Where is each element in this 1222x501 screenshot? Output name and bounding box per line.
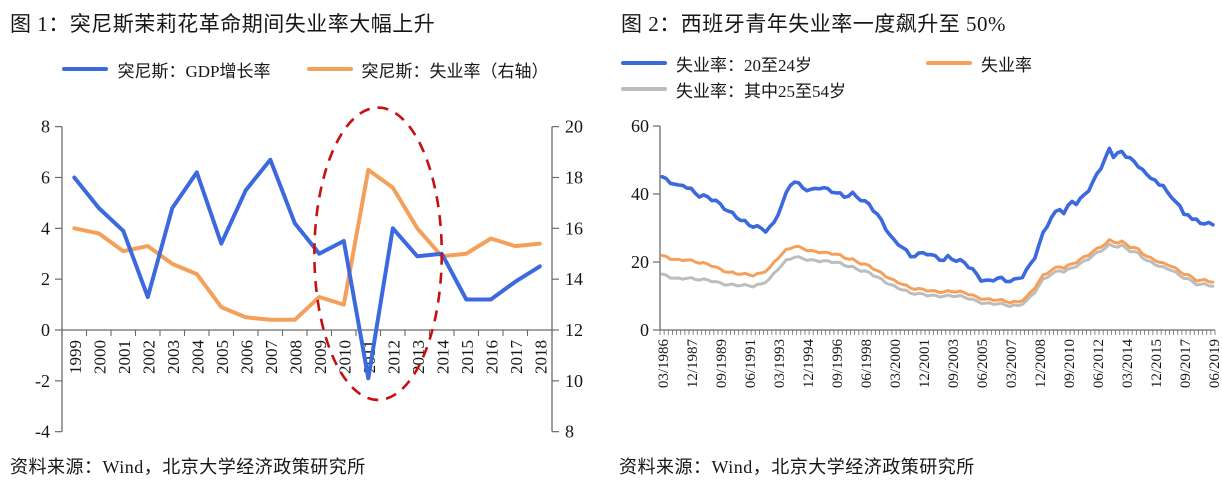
x-axis-tick-label: 03/2000 (888, 339, 904, 388)
x-axis-tick-label: 12/1994 (801, 339, 817, 389)
figure-2-legend-row-1: 失业率：20至24岁 失业率 (611, 50, 1222, 76)
figure-1-source: 资料来源：Wind，北京大学经济政策研究所 (10, 457, 366, 477)
x-axis-tick-label: 2017 (507, 340, 526, 375)
legend-item: 失业率：其中25至54岁 (621, 76, 846, 102)
legend-label: 失业率：其中25至54岁 (676, 81, 846, 101)
x-axis-tick-label: 06/1991 (743, 339, 759, 388)
x-axis-tick-label: 12/2015 (1149, 339, 1165, 388)
x-axis-tick-label: 2006 (237, 340, 256, 374)
legend-item: 突尼斯：失业率（右轴） (306, 56, 549, 82)
x-axis-tick-label: 12/2001 (917, 339, 933, 388)
left-axis-tick-label: -2 (35, 371, 50, 391)
figure-2-legend: 失业率：20至24岁 失业率 失业率：其中25至54岁 (611, 50, 1222, 102)
x-axis-tick-label: 2004 (188, 340, 207, 375)
x-axis-tick-label: 09/2003 (946, 339, 962, 388)
right-axis-tick-label: 16 (565, 218, 583, 238)
legend-line-swatch-icon (306, 67, 353, 71)
x-axis-tick-label: 2010 (335, 340, 354, 374)
legend-item: 失业率：20至24岁 (621, 50, 926, 76)
x-axis-tick-label: 09/2010 (1062, 339, 1078, 388)
x-axis-tick-label: 2016 (482, 340, 501, 374)
left-axis-tick-label: 4 (41, 218, 50, 238)
legend-label: 失业率：20至24岁 (676, 55, 812, 75)
x-axis-tick-label: 2002 (139, 340, 158, 374)
legend-label: 失业率 (981, 55, 1032, 75)
left-axis-tick-label: 6 (41, 167, 50, 187)
x-axis-tick-label: 1999 (66, 340, 85, 374)
right-axis-tick-label: 10 (565, 371, 583, 391)
x-axis-tick-label: 2003 (164, 340, 183, 374)
x-axis-tick-label: 2014 (433, 340, 452, 375)
x-axis-tick-label: 2018 (531, 340, 550, 374)
left-axis-tick-label: 0 (41, 320, 50, 340)
figure-1-legend: 突尼斯：GDP增长率 突尼斯：失业率（右轴） (0, 56, 611, 82)
series-line (660, 146, 1215, 284)
figure-2-panel: 图 2：西班牙青年失业率一度飙升至 50% 失业率：20至24岁 失业率 失业率：… (611, 0, 1222, 501)
x-axis-tick-label: 06/1998 (859, 339, 875, 388)
figure-2-chart: 60 40 20 0 03/1986 12/1987 09/1989 06/1991 03/19… (631, 116, 1222, 389)
x-axis-tick-label: 2013 (409, 340, 428, 374)
y-axis-tick-label: 0 (640, 320, 649, 340)
x-axis-tick-label: 2000 (90, 340, 109, 374)
x-axis-tick-label: 03/1986 (656, 339, 672, 389)
series-line (72, 157, 542, 381)
x-axis-tick-label: 03/1993 (772, 339, 788, 388)
x-axis-tick-label: 2001 (115, 340, 134, 374)
x-axis-tick-label: 09/2017 (1178, 339, 1194, 389)
y-axis-tick-label: 20 (631, 252, 649, 272)
x-axis-tick-label: 06/2012 (1091, 339, 1107, 388)
figure-1-title: 图 1：突尼斯茉莉花革命期间失业率大幅上升 (10, 12, 436, 36)
highlight-ellipse-annotation (313, 106, 444, 402)
x-axis-tick-label: 03/2007 (1004, 339, 1020, 389)
right-axis-tick-label: 12 (565, 320, 583, 340)
x-axis-tick-label: 06/2005 (975, 339, 991, 388)
legend-line-swatch-icon (62, 67, 109, 71)
x-axis-tick-label: 2008 (286, 340, 305, 374)
legend-item: 失业率 (926, 50, 1032, 76)
right-axis-tick-label: 14 (565, 269, 583, 289)
x-axis-tick-label: 2015 (458, 340, 477, 374)
legend-label: 突尼斯：GDP增长率 (117, 61, 271, 81)
x-axis-tick-label: 2012 (384, 340, 403, 374)
figure-1-legend-row: 突尼斯：GDP增长率 突尼斯：失业率（右轴） (0, 56, 611, 82)
series-line (660, 238, 1215, 305)
figure-2-legend-row-2: 失业率：其中25至54岁 (611, 76, 1222, 102)
legend-item: 突尼斯：GDP增长率 (62, 56, 271, 82)
x-axis-tick-label: 2007 (262, 340, 281, 375)
left-axis-tick-label: 2 (41, 269, 50, 289)
legend-line-swatch-icon (621, 61, 667, 65)
left-axis-tick-label: 8 (41, 117, 50, 137)
figure-1-panel: 图 1：突尼斯茉莉花革命期间失业率大幅上升 突尼斯：GDP增长率 突尼斯：失业率（… (0, 12, 611, 477)
figure-2-title: 图 2：西班牙青年失业率一度飙升至 50% (621, 12, 1006, 36)
x-axis-tick-label: 03/2014 (1120, 339, 1136, 389)
x-axis-tick-label: 2009 (311, 340, 330, 374)
x-axis-tick-label: 2005 (213, 340, 232, 374)
series-line (660, 242, 1215, 308)
x-axis-tick-label: 09/1996 (830, 339, 846, 389)
right-axis-tick-label: 8 (565, 422, 574, 442)
x-axis-tick-label: 12/2008 (1033, 339, 1049, 388)
left-axis-tick-label: -4 (35, 422, 50, 442)
legend-label: 突尼斯：失业率（右轴） (361, 61, 549, 81)
x-axis-tick-label: 12/1987 (685, 339, 701, 389)
series-line (72, 167, 542, 322)
figure-2-source: 资料来源：Wind，北京大学经济政策研究所 (619, 457, 975, 477)
x-axis-tick-label: 06/2019 (1207, 339, 1222, 388)
right-axis-tick-label: 18 (565, 167, 583, 187)
legend-line-swatch-icon (621, 87, 667, 91)
y-axis-tick-label: 40 (631, 184, 649, 204)
right-axis-tick-label: 20 (565, 117, 583, 137)
legend-line-swatch-icon (926, 61, 972, 65)
x-axis-tick-label: 09/1989 (714, 339, 730, 388)
y-axis-tick-label: 60 (631, 116, 649, 136)
